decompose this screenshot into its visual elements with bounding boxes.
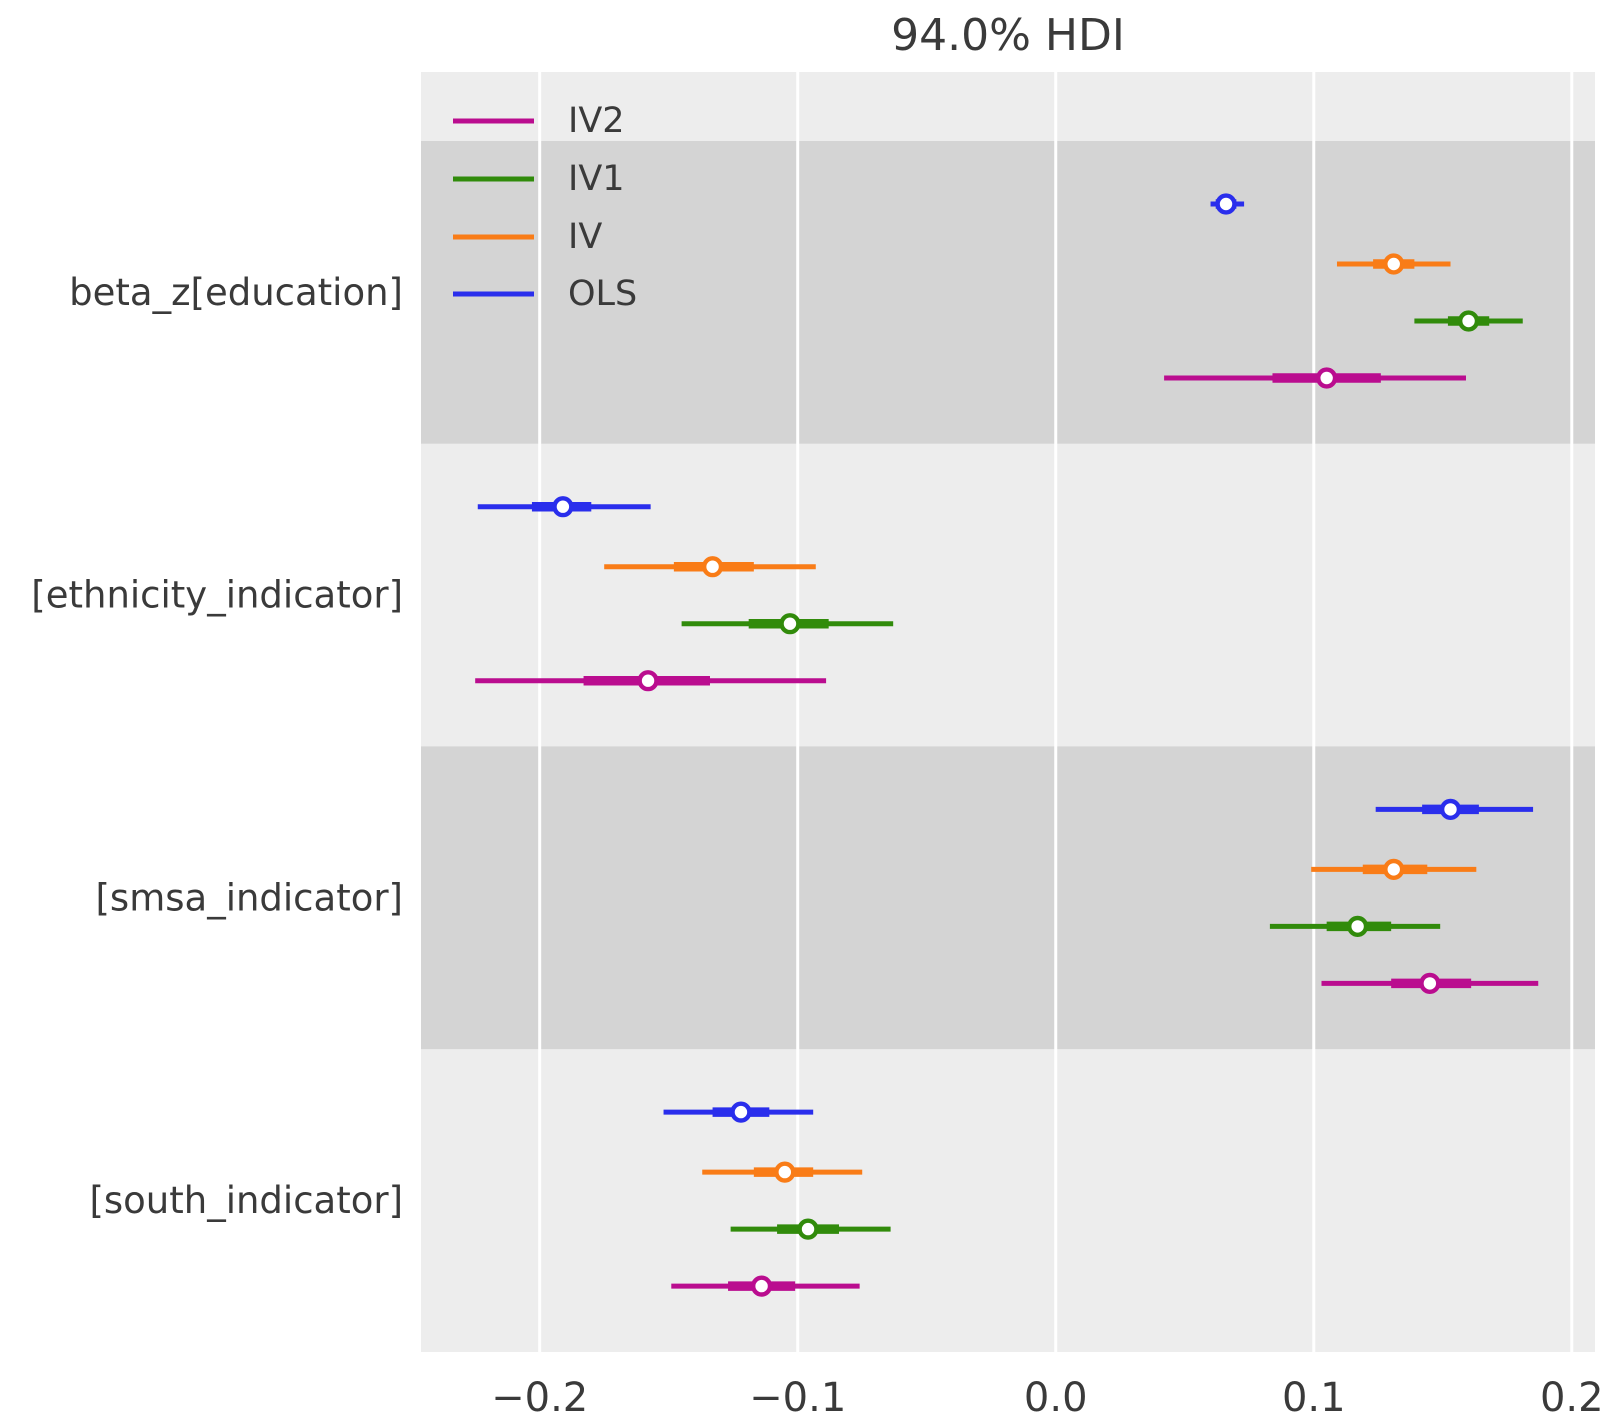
- forest-row: [702, 1161, 863, 1183]
- forest-row: [475, 670, 827, 692]
- x-tick-label: −0.1: [749, 1375, 846, 1421]
- median-marker: [797, 1218, 819, 1240]
- forest-row: [1311, 858, 1477, 880]
- median-marker: [1383, 858, 1405, 880]
- shaded-band: [421, 141, 1595, 444]
- median-marker: [779, 613, 801, 635]
- forest-row: [1164, 367, 1466, 389]
- median-marker: [1215, 193, 1237, 215]
- legend-label-iv: IV: [568, 217, 602, 257]
- legend-label-iv2: IV2: [568, 101, 625, 141]
- median-marker: [1316, 367, 1338, 389]
- forest-row: [1336, 253, 1451, 275]
- median-marker: [1347, 915, 1369, 937]
- plot-title: 94.0% HDI: [891, 10, 1125, 61]
- median-marker: [1439, 798, 1462, 820]
- median-marker: [637, 670, 659, 692]
- forest-row: [1414, 310, 1523, 332]
- median-marker: [730, 1101, 752, 1123]
- forest-row: [1321, 972, 1539, 994]
- median-marker: [774, 1161, 796, 1183]
- legend-label-iv1: IV1: [568, 159, 625, 199]
- shaded-band: [421, 746, 1595, 1050]
- forest-row: [1210, 193, 1245, 215]
- median-marker: [750, 1275, 773, 1297]
- forest-row: [730, 1218, 891, 1240]
- forest-row: [1269, 915, 1441, 937]
- median-marker: [1457, 310, 1480, 332]
- median-marker: [701, 556, 724, 578]
- forest-row: [671, 1275, 860, 1297]
- median-marker: [1383, 253, 1405, 275]
- x-tick-label: 0.2: [1540, 1375, 1604, 1421]
- y-axis-label: [south_indicator]: [89, 1179, 403, 1222]
- forest-row: [663, 1101, 814, 1123]
- forest-row: [1375, 798, 1534, 820]
- forest-row: [681, 613, 894, 635]
- forest-row: [604, 556, 816, 578]
- chart-layers: IV2 IV1 IV OLS beta_z[education] [ethnicity_i…: [31, 72, 1604, 1421]
- median-marker: [552, 496, 574, 518]
- x-tick-label: 0.1: [1282, 1375, 1346, 1421]
- x-tick-label: −0.2: [491, 1375, 588, 1421]
- y-axis-label: [smsa_indicator]: [95, 876, 403, 919]
- median-marker: [1419, 972, 1441, 994]
- x-tick-label: 0.0: [1024, 1375, 1088, 1421]
- forest-row: [477, 496, 651, 518]
- y-axis-label: beta_z[education]: [69, 271, 403, 314]
- y-axis-label: [ethnicity_indicator]: [31, 574, 403, 617]
- legend-label-ols: OLS: [568, 274, 637, 314]
